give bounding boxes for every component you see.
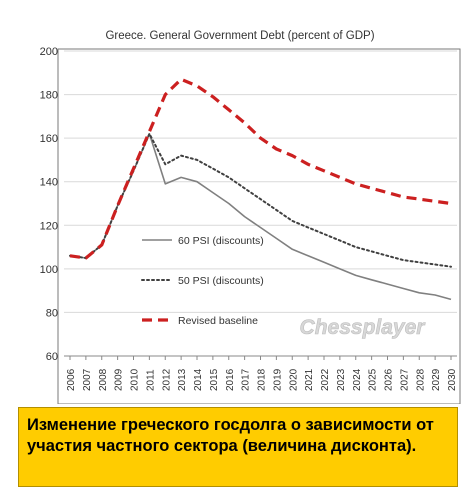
x-tick-label: 2023 xyxy=(336,368,347,391)
x-tick-label: 2016 xyxy=(225,368,236,391)
x-tick-label: 2013 xyxy=(177,368,188,391)
legend-label: 50 PSI (discounts) xyxy=(178,275,264,287)
x-tick-label: 2018 xyxy=(257,368,268,391)
watermark-text: Chessplayer xyxy=(300,316,427,339)
chart-svg: Greece. General Government Debt (percent… xyxy=(40,30,461,404)
y-tick-label: 80 xyxy=(46,307,58,319)
x-tick-label: 2010 xyxy=(130,368,141,391)
x-tick-label: 2009 xyxy=(114,368,125,391)
x-tick-label: 2030 xyxy=(447,368,458,391)
caption-text: Изменение греческого госдолга о зависимо… xyxy=(27,416,434,455)
x-tick-label: 2014 xyxy=(193,368,204,391)
legend: 60 PSI (discounts) 50 PSI (discounts) Revi… xyxy=(141,235,264,327)
x-tick-label: 2021 xyxy=(304,368,315,391)
x-tick-label: 2027 xyxy=(399,368,410,391)
x-tick-label: 2029 xyxy=(431,368,442,391)
axis-layer: 60 80 100 120 140 160 180 200 2006 2007 2008 2009 20… xyxy=(40,46,458,391)
y-tick-label: 160 xyxy=(40,133,58,145)
x-tick-label: 2006 xyxy=(66,368,77,391)
y-tick-label: 140 xyxy=(40,177,58,189)
x-tick-label: 2022 xyxy=(320,368,331,391)
series-line-3 xyxy=(69,77,452,260)
y-tick-label: 180 xyxy=(40,90,58,102)
x-tick-label: 2008 xyxy=(98,368,109,391)
chart-frame: Greece. General Government Debt (percent… xyxy=(40,30,461,404)
x-tick-label: 2011 xyxy=(145,369,156,391)
x-tick-label: 2020 xyxy=(288,368,299,391)
y-tick-label: 100 xyxy=(40,264,58,276)
legend-label: Revised baseline xyxy=(178,315,258,327)
x-tick-label: 2007 xyxy=(82,368,93,391)
x-tick-label: 2015 xyxy=(209,368,220,391)
x-tick-label: 2026 xyxy=(384,368,395,391)
x-tick-label: 2017 xyxy=(241,368,252,391)
caption-box: Изменение греческого госдолга о зависимо… xyxy=(18,407,458,487)
x-tick-label: 2012 xyxy=(161,368,172,391)
y-tick-label: 200 xyxy=(40,46,58,58)
x-tick-label: 2025 xyxy=(368,368,379,391)
chart-title: Greece. General Government Debt (percent… xyxy=(105,30,374,42)
x-tick-label: 2024 xyxy=(352,368,363,391)
y-tick-label: 60 xyxy=(46,351,58,363)
series-layer xyxy=(69,77,452,301)
plot-area xyxy=(64,51,457,356)
x-tick-label: 2019 xyxy=(272,368,283,391)
x-tick-label: 2028 xyxy=(415,368,426,391)
y-tick-label: 120 xyxy=(40,220,58,232)
legend-label: 60 PSI (discounts) xyxy=(178,235,264,247)
